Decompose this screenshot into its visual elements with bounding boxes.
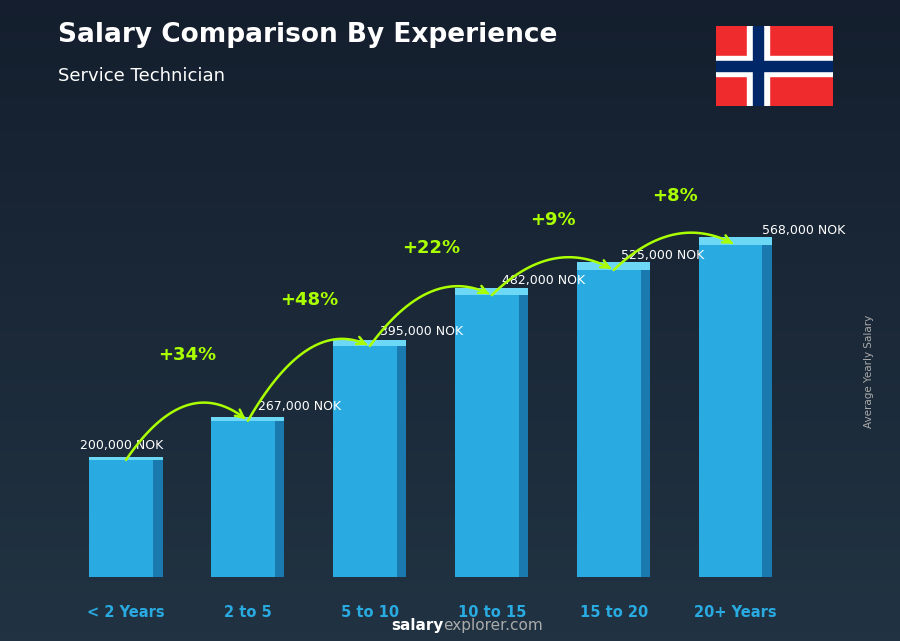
Bar <box>577 262 651 270</box>
Text: +34%: +34% <box>158 346 216 364</box>
Bar <box>518 296 528 577</box>
Text: 525,000 NOK: 525,000 NOK <box>621 249 704 262</box>
Bar <box>333 340 407 346</box>
Bar <box>716 61 832 71</box>
Text: +9%: +9% <box>530 211 575 229</box>
Bar <box>153 460 163 577</box>
Bar <box>699 245 762 577</box>
Bar <box>577 270 641 577</box>
Text: +48%: +48% <box>280 290 338 308</box>
Text: Salary Comparison By Experience: Salary Comparison By Experience <box>58 22 558 49</box>
Bar <box>752 26 763 106</box>
Bar <box>274 421 284 577</box>
Text: Service Technician: Service Technician <box>58 67 226 85</box>
Text: 2 to 5: 2 to 5 <box>224 604 272 620</box>
Bar <box>212 417 284 421</box>
Bar <box>397 346 407 577</box>
Bar <box>762 245 772 577</box>
Bar <box>747 26 769 106</box>
Bar <box>89 457 163 460</box>
Text: 15 to 20: 15 to 20 <box>580 604 648 620</box>
Bar <box>333 346 397 577</box>
Text: 5 to 10: 5 to 10 <box>341 604 399 620</box>
Text: +8%: +8% <box>652 187 698 205</box>
Bar <box>212 421 274 577</box>
Text: explorer.com: explorer.com <box>443 619 543 633</box>
Text: < 2 Years: < 2 Years <box>87 604 165 620</box>
Bar <box>716 56 832 76</box>
Text: +22%: +22% <box>401 239 460 257</box>
Bar <box>455 296 518 577</box>
Text: salary: salary <box>392 619 444 633</box>
Text: 395,000 NOK: 395,000 NOK <box>380 325 463 338</box>
Text: 267,000 NOK: 267,000 NOK <box>257 400 341 413</box>
Text: 482,000 NOK: 482,000 NOK <box>501 274 585 287</box>
Text: 200,000 NOK: 200,000 NOK <box>79 439 163 452</box>
Bar <box>699 237 772 245</box>
Bar <box>89 460 153 577</box>
Text: 10 to 15: 10 to 15 <box>457 604 526 620</box>
Text: Average Yearly Salary: Average Yearly Salary <box>863 315 874 428</box>
Text: 20+ Years: 20+ Years <box>694 604 777 620</box>
Text: 568,000 NOK: 568,000 NOK <box>762 224 846 237</box>
Bar <box>641 270 651 577</box>
Bar <box>455 288 528 296</box>
